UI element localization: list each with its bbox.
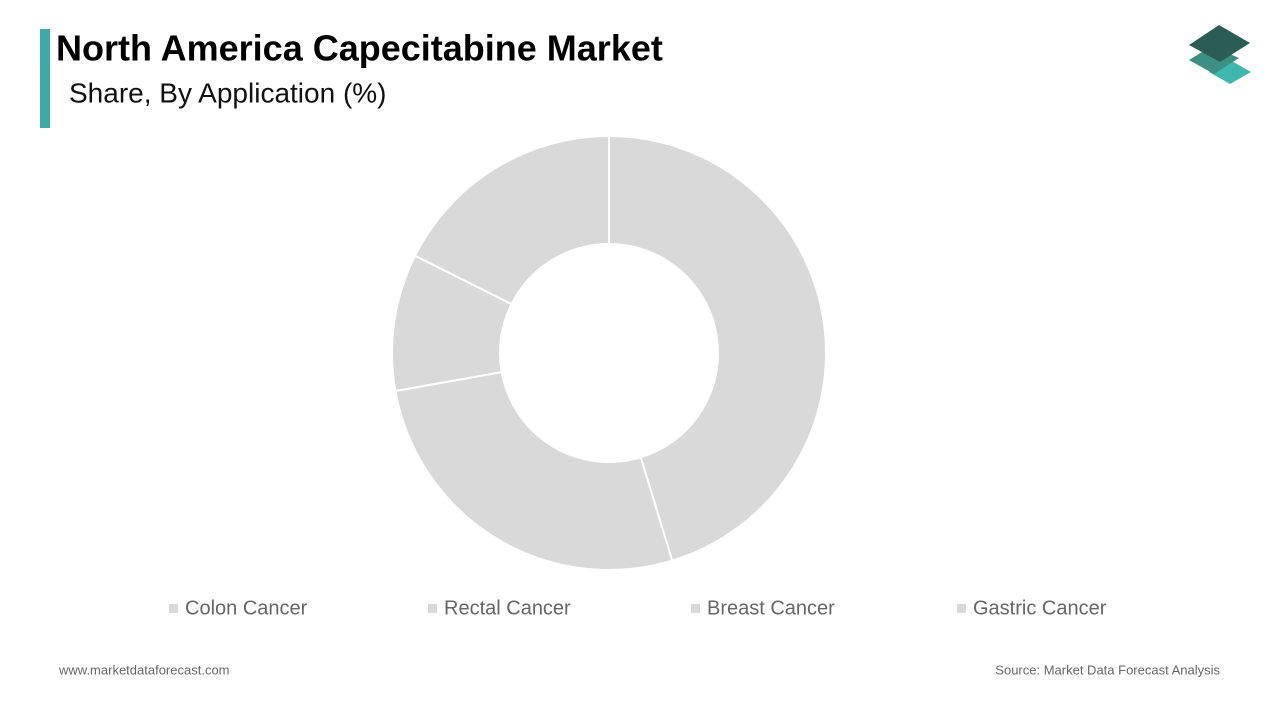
footer-source: Source: Market Data Forecast Analysis [995, 662, 1220, 677]
title-accent [40, 29, 50, 128]
legend-label: Colon Cancer [185, 597, 308, 619]
legend-label: Gastric Cancer [973, 597, 1107, 619]
donut-segment [413, 134, 610, 306]
legend-swatch [957, 604, 966, 613]
chart-subtitle: Share, By Application (%) [69, 77, 387, 108]
donut-segment [608, 134, 827, 562]
legend-label: Breast Cancer [707, 597, 835, 619]
legend: Colon Cancer Rectal Cancer Breast Cancer Ga… [169, 597, 1107, 619]
footer-website: www.marketdataforecast.com [58, 662, 230, 677]
donut-segment [394, 370, 674, 571]
donut [391, 134, 827, 571]
chart-title: North America Capecitabine Market [56, 28, 663, 69]
legend-swatch [169, 604, 178, 613]
legend-label: Rectal Cancer [444, 597, 571, 619]
logo [1189, 25, 1251, 84]
legend-swatch [691, 604, 700, 613]
legend-swatch [428, 604, 437, 613]
